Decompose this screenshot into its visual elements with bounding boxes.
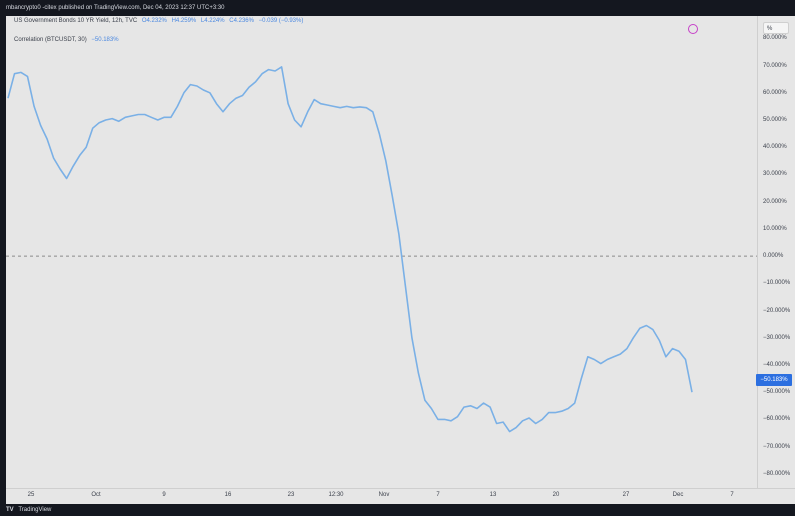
y-tick-label: 20.000% — [763, 198, 787, 205]
time-scale[interactable]: 25 Oct 9 16 23 12:30 Nov 7 13 20 27 Dec 7 — [6, 488, 795, 505]
y-tick-label: −10.000% — [763, 280, 791, 287]
y-tick-label: −50.000% — [763, 389, 791, 396]
y-tick-label: −70.000% — [763, 443, 791, 450]
compare-icon[interactable] — [688, 24, 698, 34]
last-value-label: −50.183% — [756, 374, 792, 386]
publish-info: mbancrypto0 -citex published on TradingV… — [0, 0, 795, 16]
correlation-plot — [6, 66, 757, 433]
x-tick-label: Nov — [378, 492, 390, 498]
indicator-legend[interactable]: Correlation (BTCUSDT, 30) −50.183% — [14, 37, 119, 43]
y-tick-label: 50.000% — [763, 116, 787, 123]
price-scale[interactable]: 80.000% 70.000% 60.000% 50.000% 40.000% 30.00… — [757, 16, 795, 488]
chart-area[interactable]: US Government Bonds 10 YR Yield, 12h, TV… — [6, 16, 795, 488]
indicator-label: Correlation (BTCUSDT, 30) — [14, 37, 87, 43]
x-tick-label: 13 — [489, 492, 497, 498]
x-tick-label: 9 — [162, 492, 166, 498]
y-tick-label: 0.000% — [763, 253, 784, 260]
brand-name: TradingView — [18, 507, 52, 513]
x-tick-label: 7 — [730, 492, 734, 498]
tradingview-logo-icon: TV — [6, 507, 14, 513]
footer-brand: TV TradingView — [0, 504, 795, 516]
open-value: O4.232% — [141, 18, 167, 24]
x-tick-label: 23 — [287, 492, 295, 498]
indicator-value: −50.183% — [91, 37, 119, 43]
close-value: C4.236% — [229, 18, 254, 24]
y-tick-label: −30.000% — [763, 334, 791, 341]
x-tick-label: 16 — [224, 492, 232, 498]
low-value: L4.224% — [200, 18, 225, 24]
high-value: H4.259% — [171, 18, 197, 24]
x-tick-label: Dec — [672, 492, 684, 498]
y-tick-label: −40.000% — [763, 361, 791, 368]
symbol-title: US Government Bonds 10 YR Yield, 12h, TV… — [14, 18, 138, 24]
y-tick-label: −80.000% — [763, 470, 791, 477]
x-tick-label: 25 — [27, 492, 35, 498]
y-tick-label: 80.000% — [763, 35, 787, 42]
x-tick-label: 7 — [436, 492, 440, 498]
y-tick-label: −60.000% — [763, 416, 791, 423]
correlation-series-line — [7, 66, 693, 433]
y-tick-label: 70.000% — [763, 62, 787, 69]
y-tick-label: 30.000% — [763, 171, 787, 178]
x-tick-label: Oct — [91, 492, 101, 498]
x-tick-label: 20 — [552, 492, 560, 498]
change-value: −0.039 (−0.93%) — [258, 18, 304, 24]
y-tick-label: 40.000% — [763, 144, 787, 151]
symbol-header: US Government Bonds 10 YR Yield, 12h, TV… — [14, 18, 303, 24]
y-tick-label: 10.000% — [763, 225, 787, 232]
x-tick-label: 12:30 — [328, 492, 344, 498]
y-tick-label: −20.000% — [763, 307, 791, 314]
plot-pane[interactable]: US Government Bonds 10 YR Yield, 12h, TV… — [6, 16, 757, 488]
scale-mode-button[interactable]: % — [763, 22, 789, 34]
x-tick-label: 27 — [622, 492, 630, 498]
y-tick-label: 60.000% — [763, 89, 787, 96]
